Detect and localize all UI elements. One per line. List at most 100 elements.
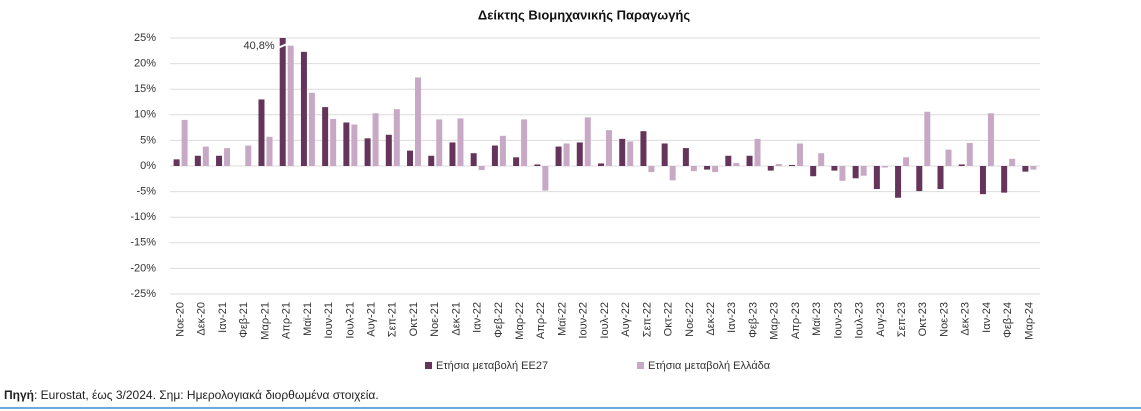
x-tick-label: Αυγ-23: [875, 302, 887, 337]
x-tick-label: Ιουν-22: [578, 302, 590, 339]
bar: [810, 166, 817, 177]
bar: [895, 166, 902, 198]
bar: [598, 163, 604, 166]
y-tick-label: -15%: [130, 237, 156, 249]
bar: [415, 77, 422, 166]
x-tick-label: Οκτ-21: [408, 302, 420, 336]
x-tick-label: Ιουλ-21: [344, 302, 356, 339]
bar: [351, 124, 358, 166]
bar: [436, 119, 443, 166]
bar: [746, 155, 753, 166]
bar: [245, 145, 252, 166]
x-tick-label: Ιαν-23: [726, 302, 738, 333]
bar: [216, 155, 223, 166]
source-text: : Eurostat, έως 3/2024. Σημ: Ημερολογιακ…: [34, 388, 379, 402]
x-tick-label: Νοε-21: [429, 302, 441, 337]
bar: [831, 166, 838, 171]
annotation: 40,8%: [244, 40, 275, 52]
x-tick-label: Δεκ-23: [960, 302, 972, 336]
legend-label: Ετήσια μεταβολή Ελλάδα: [648, 360, 771, 372]
bar: [682, 148, 689, 166]
x-tick-label: Μαρ-24: [1023, 302, 1035, 340]
bar: [725, 155, 732, 166]
bar: [987, 113, 994, 166]
x-tick-label: Φεβ-24: [1002, 302, 1014, 338]
chart-title: Δείκτης Βιομηχανικής Παραγωγής: [478, 7, 691, 22]
x-tick-label: Μαϊ-23: [811, 302, 823, 336]
x-tick-label: Σεπ-22: [641, 302, 653, 337]
bar: [393, 109, 400, 166]
bar: [563, 143, 570, 166]
y-tick-label: 15%: [134, 83, 156, 95]
x-tick-label: Φεβ-23: [747, 302, 759, 338]
x-tick-label: Μαρ-21: [259, 302, 271, 340]
y-tick-label: 20%: [134, 58, 156, 70]
bar: [584, 117, 591, 166]
x-tick-label: Μαρ-22: [514, 302, 526, 340]
bar: [1022, 166, 1029, 172]
legend-swatch: [637, 362, 644, 369]
x-tick-label: Ιουλ-23: [854, 302, 866, 339]
bar: [194, 155, 201, 166]
bar: [966, 142, 973, 166]
x-tick-label: Σεπ-21: [387, 302, 399, 337]
x-tick-label: Μαϊ-21: [302, 302, 314, 336]
bar: [788, 164, 795, 166]
bar: [576, 142, 583, 166]
x-tick-label: Σεπ-23: [896, 302, 908, 337]
bar: [619, 138, 626, 166]
x-tick-label: Απρ-22: [535, 302, 547, 339]
bar: [690, 166, 697, 172]
x-tick-label: Μαρ-23: [769, 302, 781, 340]
bar: [704, 166, 711, 170]
bar: [937, 166, 944, 190]
bar: [627, 141, 634, 166]
y-tick-label: 10%: [134, 109, 156, 121]
bar: [202, 146, 209, 166]
bar: [181, 119, 188, 166]
bar: [669, 166, 676, 181]
x-tick-label: Ιαν-22: [472, 302, 484, 333]
bar: [916, 166, 923, 192]
bar: [322, 107, 329, 166]
bar: [428, 155, 435, 166]
bar: [1009, 158, 1016, 166]
x-tick-label: Οκτ-22: [663, 302, 675, 336]
bar: [279, 38, 286, 166]
y-tick-label: -5%: [136, 186, 156, 198]
bar: [308, 92, 315, 166]
x-tick-label: Νοε-22: [684, 302, 696, 337]
x-tick-label: Μαϊ-22: [556, 302, 568, 336]
bar: [513, 157, 520, 166]
bar: [818, 153, 825, 166]
bar: [860, 166, 867, 176]
x-tick-label: Ιαν-24: [981, 302, 993, 333]
bar: [555, 146, 562, 166]
y-tick-label: 5%: [140, 134, 156, 146]
y-tick-label: 0%: [140, 160, 156, 172]
bar: [640, 131, 647, 166]
plot-area: [173, 38, 1037, 198]
legend-swatch: [425, 362, 432, 369]
source-label: Πηγή: [4, 388, 34, 402]
bar: [873, 166, 880, 190]
x-tick-label: Δεκ-21: [450, 302, 462, 336]
x-tick-label: Απρ-21: [281, 302, 293, 339]
bar: [449, 142, 456, 166]
x-tick-label: Αυγ-22: [620, 302, 632, 337]
bar: [881, 166, 888, 168]
x-tick-label: Ιαν-21: [217, 302, 229, 333]
bar: [470, 153, 477, 166]
x-tick-label: Νοε-23: [938, 302, 950, 337]
bar: [542, 166, 549, 191]
bar: [1030, 166, 1037, 170]
bar: [903, 157, 910, 166]
x-tick-label: Νοε-20: [175, 302, 187, 337]
bar: [287, 45, 294, 166]
bar: [958, 164, 965, 166]
bar: [796, 143, 803, 166]
bar: [266, 136, 273, 166]
bar: [712, 166, 719, 173]
x-tick-label: Δεκ-20: [196, 302, 208, 336]
bar: [839, 166, 846, 181]
